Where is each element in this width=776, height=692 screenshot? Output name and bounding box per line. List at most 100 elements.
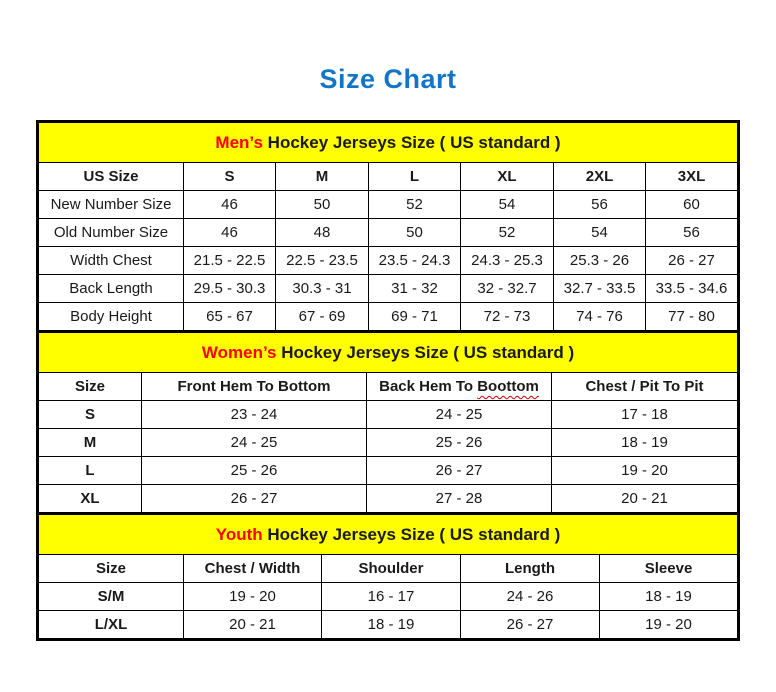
mens-band-text: Hockey Jerseys Size ( US standard ) (262, 132, 561, 152)
page-title: Size Chart (319, 64, 457, 94)
value-cell: 33.5 - 34.6 (645, 274, 739, 303)
value-cell: 18 - 19 (321, 610, 461, 640)
row-label: L/XL (37, 610, 184, 640)
value-cell: 25 - 26 (366, 428, 552, 457)
youth-section-band: Youth Hockey Jerseys Size ( US standard … (36, 513, 740, 555)
value-cell: 77 - 80 (645, 302, 739, 332)
value-cell: 24 - 25 (366, 400, 552, 429)
youth-header-chest-width: Chest / Width (183, 554, 322, 583)
value-cell: 48 (275, 218, 369, 247)
value-cell: 32.7 - 33.5 (553, 274, 646, 303)
womens-band-highlight: Women’s (201, 342, 277, 362)
row-label: New Number Size (37, 190, 184, 219)
womens-row-m: M 24 - 25 25 - 26 18 - 19 (37, 428, 740, 457)
womens-header-chest: Chest / Pit To Pit (550, 372, 740, 401)
value-cell: 18 - 19 (598, 582, 740, 611)
value-cell: 24 - 26 (460, 582, 600, 611)
womens-row-l: L 25 - 26 26 - 27 19 - 20 (37, 456, 740, 485)
womens-row-xl: XL 26 - 27 27 - 28 20 - 21 (37, 484, 740, 514)
value-cell: 32 - 32.7 (460, 274, 554, 303)
youth-band-text: Hockey Jerseys Size ( US standard ) (262, 524, 561, 544)
value-cell: 24.3 - 25.3 (460, 246, 554, 275)
youth-header-size: Size (37, 554, 184, 583)
value-cell: 20 - 21 (550, 484, 740, 514)
value-cell: 27 - 28 (366, 484, 552, 514)
value-cell: 29.5 - 30.3 (183, 274, 276, 303)
row-label: Old Number Size (37, 218, 184, 247)
value-cell: 19 - 20 (183, 582, 322, 611)
womens-band-text: Hockey Jerseys Size ( US standard ) (276, 342, 575, 362)
value-cell: 50 (368, 218, 461, 247)
size-chart-container: Men’s Hockey Jerseys Size ( US standard … (36, 120, 741, 641)
value-cell: 54 (460, 190, 554, 219)
youth-size-table: Youth Hockey Jerseys Size ( US standard … (36, 512, 741, 641)
womens-row-s: S 23 - 24 24 - 25 17 - 18 (37, 400, 740, 429)
mens-header-us-size: US Size (37, 162, 184, 191)
value-cell: 26 - 27 (141, 484, 367, 514)
womens-header-row: Size Front Hem To Bottom Back Hem To Boo… (37, 372, 740, 401)
value-cell: 23 - 24 (141, 400, 367, 429)
mens-row-body-height: Body Height 65 - 67 67 - 69 69 - 71 72 -… (37, 302, 739, 332)
value-cell: 24 - 25 (141, 428, 367, 457)
value-cell: 18 - 19 (550, 428, 740, 457)
value-cell: 74 - 76 (553, 302, 646, 332)
row-label: L (37, 456, 142, 485)
value-cell: 25 - 26 (141, 456, 367, 485)
row-label: S/M (37, 582, 184, 611)
value-cell: 65 - 67 (183, 302, 276, 332)
mens-header-row: US Size S M L XL 2XL 3XL (37, 162, 739, 191)
value-cell: 52 (460, 218, 554, 247)
value-cell: 20 - 21 (183, 610, 322, 640)
row-label: M (37, 428, 142, 457)
youth-header-row: Size Chest / Width Shoulder Length Sleev… (37, 554, 740, 583)
mens-header-m: M (275, 162, 369, 191)
womens-header-back-hem: Back Hem To Boottom (366, 372, 552, 401)
womens-header-size: Size (37, 372, 142, 401)
row-label: Back Length (37, 274, 184, 303)
mens-band-highlight: Men’s (215, 132, 263, 152)
value-cell: 19 - 20 (550, 456, 740, 485)
value-cell: 56 (645, 218, 739, 247)
value-cell: 26 - 27 (460, 610, 600, 640)
mens-header-2xl: 2XL (553, 162, 646, 191)
value-cell: 72 - 73 (460, 302, 554, 332)
back-hem-label: Back Hem To (379, 378, 478, 395)
row-label: Body Height (37, 302, 184, 332)
youth-row-sm: S/M 19 - 20 16 - 17 24 - 26 18 - 19 (37, 582, 740, 611)
row-label: XL (37, 484, 142, 514)
misspelled-word-squiggle: Boottom (477, 378, 539, 395)
value-cell: 17 - 18 (550, 400, 740, 429)
womens-section-band: Women’s Hockey Jerseys Size ( US standar… (36, 331, 740, 373)
mens-header-xl: XL (460, 162, 554, 191)
youth-band-highlight: Youth (215, 524, 263, 544)
womens-size-table: Women’s Hockey Jerseys Size ( US standar… (36, 330, 741, 515)
mens-section-band: Men’s Hockey Jerseys Size ( US standard … (37, 121, 739, 163)
value-cell: 26 - 27 (645, 246, 739, 275)
mens-header-l: L (368, 162, 461, 191)
value-cell: 56 (553, 190, 646, 219)
mens-row-old-number: Old Number Size 46 48 50 52 54 56 (37, 218, 739, 247)
row-label: Width Chest (37, 246, 184, 275)
womens-band-cell: Women’s Hockey Jerseys Size ( US standar… (36, 331, 740, 373)
mens-band-cell: Men’s Hockey Jerseys Size ( US standard … (37, 121, 739, 163)
mens-header-3xl: 3XL (645, 162, 739, 191)
value-cell: 16 - 17 (321, 582, 461, 611)
value-cell: 67 - 69 (275, 302, 369, 332)
mens-header-s: S (183, 162, 276, 191)
value-cell: 21.5 - 22.5 (183, 246, 276, 275)
value-cell: 19 - 20 (598, 610, 740, 640)
youth-band-cell: Youth Hockey Jerseys Size ( US standard … (36, 513, 740, 555)
mens-row-back-length: Back Length 29.5 - 30.3 30.3 - 31 31 - 3… (37, 274, 739, 303)
youth-header-length: Length (460, 554, 600, 583)
value-cell: 46 (183, 190, 276, 219)
value-cell: 23.5 - 24.3 (368, 246, 461, 275)
mens-row-new-number: New Number Size 46 50 52 54 56 60 (37, 190, 739, 219)
value-cell: 26 - 27 (366, 456, 552, 485)
youth-header-shoulder: Shoulder (321, 554, 461, 583)
value-cell: 31 - 32 (368, 274, 461, 303)
value-cell: 25.3 - 26 (553, 246, 646, 275)
value-cell: 50 (275, 190, 369, 219)
value-cell: 69 - 71 (368, 302, 461, 332)
value-cell: 30.3 - 31 (275, 274, 369, 303)
mens-row-width-chest: Width Chest 21.5 - 22.5 22.5 - 23.5 23.5… (37, 246, 739, 275)
